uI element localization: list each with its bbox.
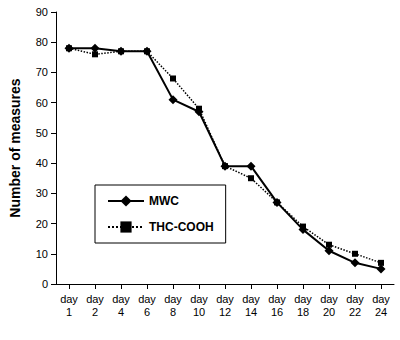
svg-text:day: day <box>320 293 338 305</box>
svg-text:day: day <box>268 293 286 305</box>
svg-text:day: day <box>138 293 156 305</box>
svg-text:Number of measures: Number of measures <box>7 78 23 217</box>
svg-text:60: 60 <box>36 97 48 109</box>
svg-text:day: day <box>294 293 312 305</box>
svg-text:50: 50 <box>36 127 48 139</box>
svg-text:day: day <box>190 293 208 305</box>
svg-text:THC-COOH: THC-COOH <box>149 220 214 234</box>
svg-text:2: 2 <box>92 306 98 318</box>
svg-text:day: day <box>216 293 234 305</box>
svg-text:day: day <box>242 293 260 305</box>
svg-text:day: day <box>60 293 78 305</box>
svg-text:6: 6 <box>144 306 150 318</box>
svg-text:8: 8 <box>170 306 176 318</box>
svg-text:18: 18 <box>297 306 309 318</box>
svg-text:0: 0 <box>42 278 48 290</box>
svg-text:20: 20 <box>323 306 335 318</box>
svg-text:24: 24 <box>375 306 387 318</box>
svg-text:80: 80 <box>36 36 48 48</box>
svg-text:10: 10 <box>36 248 48 260</box>
svg-text:1: 1 <box>66 306 72 318</box>
svg-text:12: 12 <box>219 306 231 318</box>
svg-text:40: 40 <box>36 157 48 169</box>
svg-text:10: 10 <box>193 306 205 318</box>
svg-text:20: 20 <box>36 218 48 230</box>
svg-text:day: day <box>372 293 390 305</box>
svg-text:day: day <box>112 293 130 305</box>
svg-text:4: 4 <box>118 306 124 318</box>
svg-text:14: 14 <box>245 306 257 318</box>
svg-text:16: 16 <box>271 306 283 318</box>
svg-text:day: day <box>164 293 182 305</box>
svg-text:day: day <box>86 293 104 305</box>
svg-text:MWC: MWC <box>149 194 179 208</box>
svg-text:70: 70 <box>36 66 48 78</box>
svg-text:22: 22 <box>349 306 361 318</box>
svg-text:90: 90 <box>36 6 48 18</box>
svg-text:30: 30 <box>36 187 48 199</box>
svg-text:day: day <box>346 293 364 305</box>
